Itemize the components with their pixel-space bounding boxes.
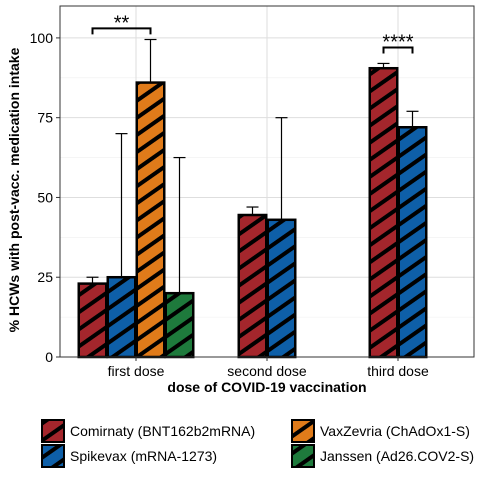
x-axis-title: dose of COVID-19 vaccination (167, 379, 366, 395)
bar (397, 126, 428, 359)
bar (164, 291, 195, 359)
y-tick-label: 75 (37, 110, 53, 126)
legend-key (41, 444, 65, 468)
significance-bracket (91, 27, 152, 35)
bar (237, 213, 268, 359)
error-bars (86, 38, 419, 294)
legend-label: Comirnaty (BNT162b2mRNA) (70, 423, 255, 439)
legend-key (291, 444, 315, 468)
bar (135, 81, 166, 359)
significance-bracket (382, 46, 414, 54)
y-tick-label: 25 (37, 269, 53, 285)
legend-key (41, 419, 65, 443)
axes: 0 25 50 75 100 first dose second dose third dos… (30, 30, 429, 379)
y-tick-label: 100 (30, 30, 54, 46)
x-tick-label: second dose (227, 363, 307, 379)
x-tick-label: third dose (367, 363, 429, 379)
significance-annotations: ****** (91, 12, 414, 54)
legend: Comirnaty (BNT162b2mRNA) Spikevax (mRNA-1… (41, 419, 474, 468)
bar (77, 282, 108, 359)
significance-label: ** (114, 12, 130, 34)
x-tick-label: first dose (108, 363, 165, 379)
legend-label: VaxZevria (ChAdOx1-S) (320, 423, 470, 439)
legend-label: Janssen (Ad26.COV2-S) (320, 448, 474, 464)
bar (266, 218, 297, 359)
y-tick-label: 50 (37, 189, 53, 205)
bar (106, 275, 137, 359)
legend-key (291, 419, 315, 443)
y-tick-label: 0 (45, 349, 53, 365)
bar (368, 66, 399, 359)
legend-label: Spikevax (mRNA-1273) (70, 448, 217, 464)
significance-label: **** (382, 31, 413, 53)
y-axis-title: % HCWs with post-vacc. medication intake (6, 47, 22, 332)
